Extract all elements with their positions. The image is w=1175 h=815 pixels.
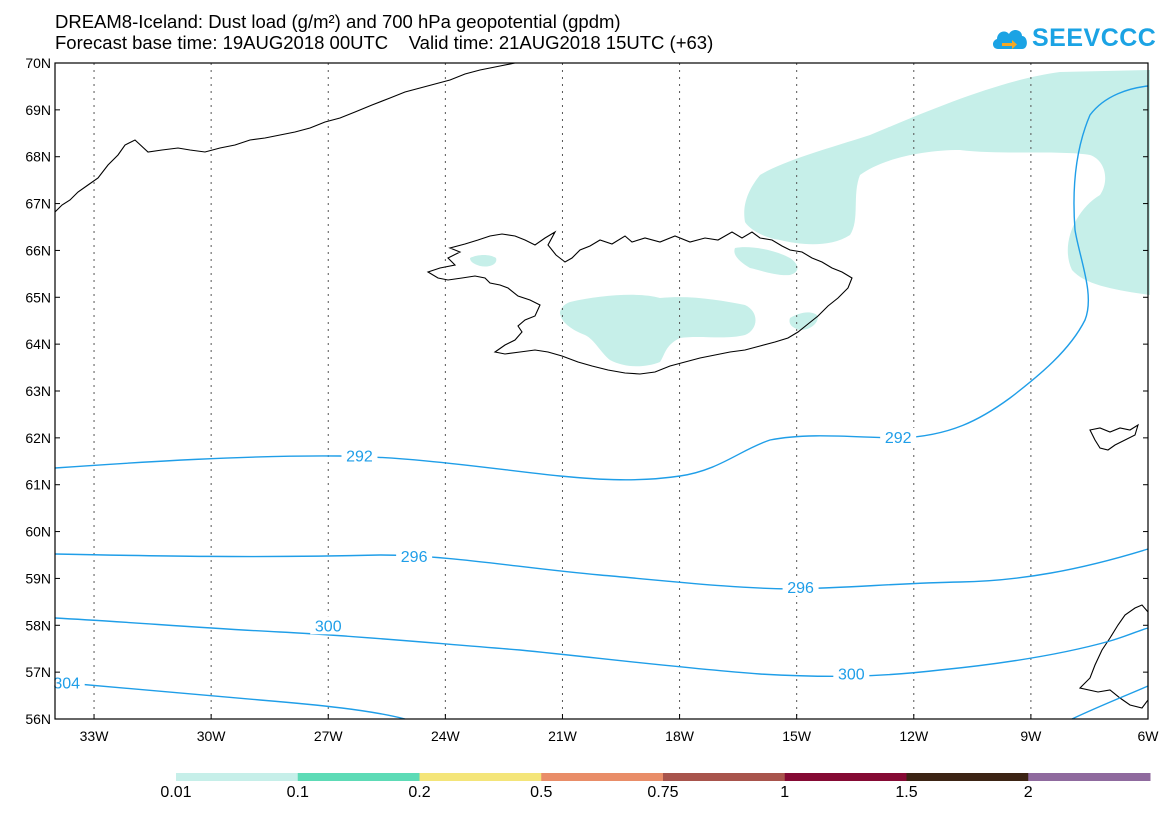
geopotential-contours: 292 292 296 296 300 300 304 xyxy=(48,85,1149,720)
lon-label: 21W xyxy=(548,728,578,744)
coastlines xyxy=(54,62,1149,709)
lat-label: 58N xyxy=(25,617,51,633)
lat-label: 65N xyxy=(25,289,51,305)
coastline-greenland xyxy=(54,62,516,213)
lat-label: 68N xyxy=(25,149,51,165)
colorbar xyxy=(176,773,1151,781)
colorbar-label: 0.2 xyxy=(408,784,431,801)
colorbar-swatch xyxy=(1028,773,1151,781)
dust-area-northeast xyxy=(744,70,1150,295)
colorbar-swatch xyxy=(784,773,907,781)
contour-300 xyxy=(54,617,1149,678)
contour-label-bg xyxy=(880,427,917,446)
contour-label: 292 xyxy=(885,430,912,447)
coastline-faroe xyxy=(1089,423,1139,451)
colorbar-swatch xyxy=(176,773,299,781)
lat-label: 62N xyxy=(25,430,51,446)
lat-label: 59N xyxy=(25,570,51,586)
contour-292 xyxy=(54,85,1149,481)
coastline-scotland xyxy=(1078,604,1149,709)
contour-label-bg xyxy=(396,546,433,565)
contour-label: 296 xyxy=(401,549,428,566)
dust-load-field xyxy=(470,70,1150,367)
seevccc-logo: SEEVCCC xyxy=(990,18,1156,58)
contour-label: 300 xyxy=(315,618,342,635)
lat-label: 60N xyxy=(25,524,51,540)
lat-label: 64N xyxy=(25,336,51,352)
colorbar-swatch xyxy=(419,773,542,781)
chart-title: DREAM8-Iceland: Dust load (g/m²) and 700… xyxy=(55,11,621,32)
lon-label: 33W xyxy=(80,728,110,744)
contour-label-bg xyxy=(782,577,819,596)
contour-label: 300 xyxy=(838,667,865,684)
chart-subtitle: Forecast base time: 19AUG2018 00UTC Vali… xyxy=(55,32,714,53)
contour-label: 304 xyxy=(53,675,80,692)
contour-label-bg xyxy=(833,664,870,683)
colorbar-label: 0.5 xyxy=(530,784,553,801)
lon-label: 18W xyxy=(665,728,695,744)
colorbar-label: 1 xyxy=(780,784,790,801)
contour-label: 296 xyxy=(787,580,814,597)
lon-label: 24W xyxy=(431,728,461,744)
logo-text: SEEVCCC xyxy=(1032,23,1157,52)
lat-label: 56N xyxy=(25,711,51,727)
contour-296 xyxy=(54,548,1149,590)
colorbar-label: 0.75 xyxy=(647,784,679,801)
colorbar-label: 2 xyxy=(1023,784,1033,801)
map-frame xyxy=(54,62,1149,720)
lat-label: 70N xyxy=(25,55,51,71)
lon-label: 9W xyxy=(1020,728,1042,744)
contour-label-bg xyxy=(341,446,378,465)
colorbar-swatch xyxy=(297,773,420,781)
lon-label: 15W xyxy=(782,728,812,744)
lat-label: 69N xyxy=(25,102,51,118)
lat-label: 57N xyxy=(25,664,51,680)
lat-label: 67N xyxy=(25,196,51,212)
colorbar-swatch xyxy=(906,773,1029,781)
contour-304 xyxy=(54,681,406,720)
colorbar-label: 1.5 xyxy=(895,784,918,801)
contour-label: 292 xyxy=(346,449,373,466)
colorbar-label: 0.01 xyxy=(160,784,192,801)
map-axes: 70N 69N 68N 67N 66N 65N 64N 63N 62N 61N 60N 59N 58N 5… xyxy=(25,55,1159,744)
lon-label: 30W xyxy=(197,728,227,744)
lat-label: 66N xyxy=(25,242,51,258)
lon-label: 27W xyxy=(314,728,344,744)
contour-304-east xyxy=(1071,685,1149,720)
colorbar-swatch xyxy=(663,773,786,781)
contour-label-bg xyxy=(310,616,347,635)
dust-area-iceland-south xyxy=(560,294,756,367)
colorbar-label: 0.1 xyxy=(286,784,309,801)
dust-area-iceland-west xyxy=(470,255,497,267)
lat-label: 63N xyxy=(25,383,51,399)
contour-label-bg xyxy=(48,673,85,692)
cloud-icon xyxy=(992,30,1027,49)
coastline-iceland xyxy=(426,230,853,375)
lat-label: 61N xyxy=(25,477,51,493)
map-grid xyxy=(93,63,1032,719)
lon-label: 6W xyxy=(1138,728,1160,744)
lon-label: 12W xyxy=(899,728,929,744)
colorbar-swatch xyxy=(541,773,664,781)
dust-area-iceland-northeast xyxy=(734,247,798,276)
